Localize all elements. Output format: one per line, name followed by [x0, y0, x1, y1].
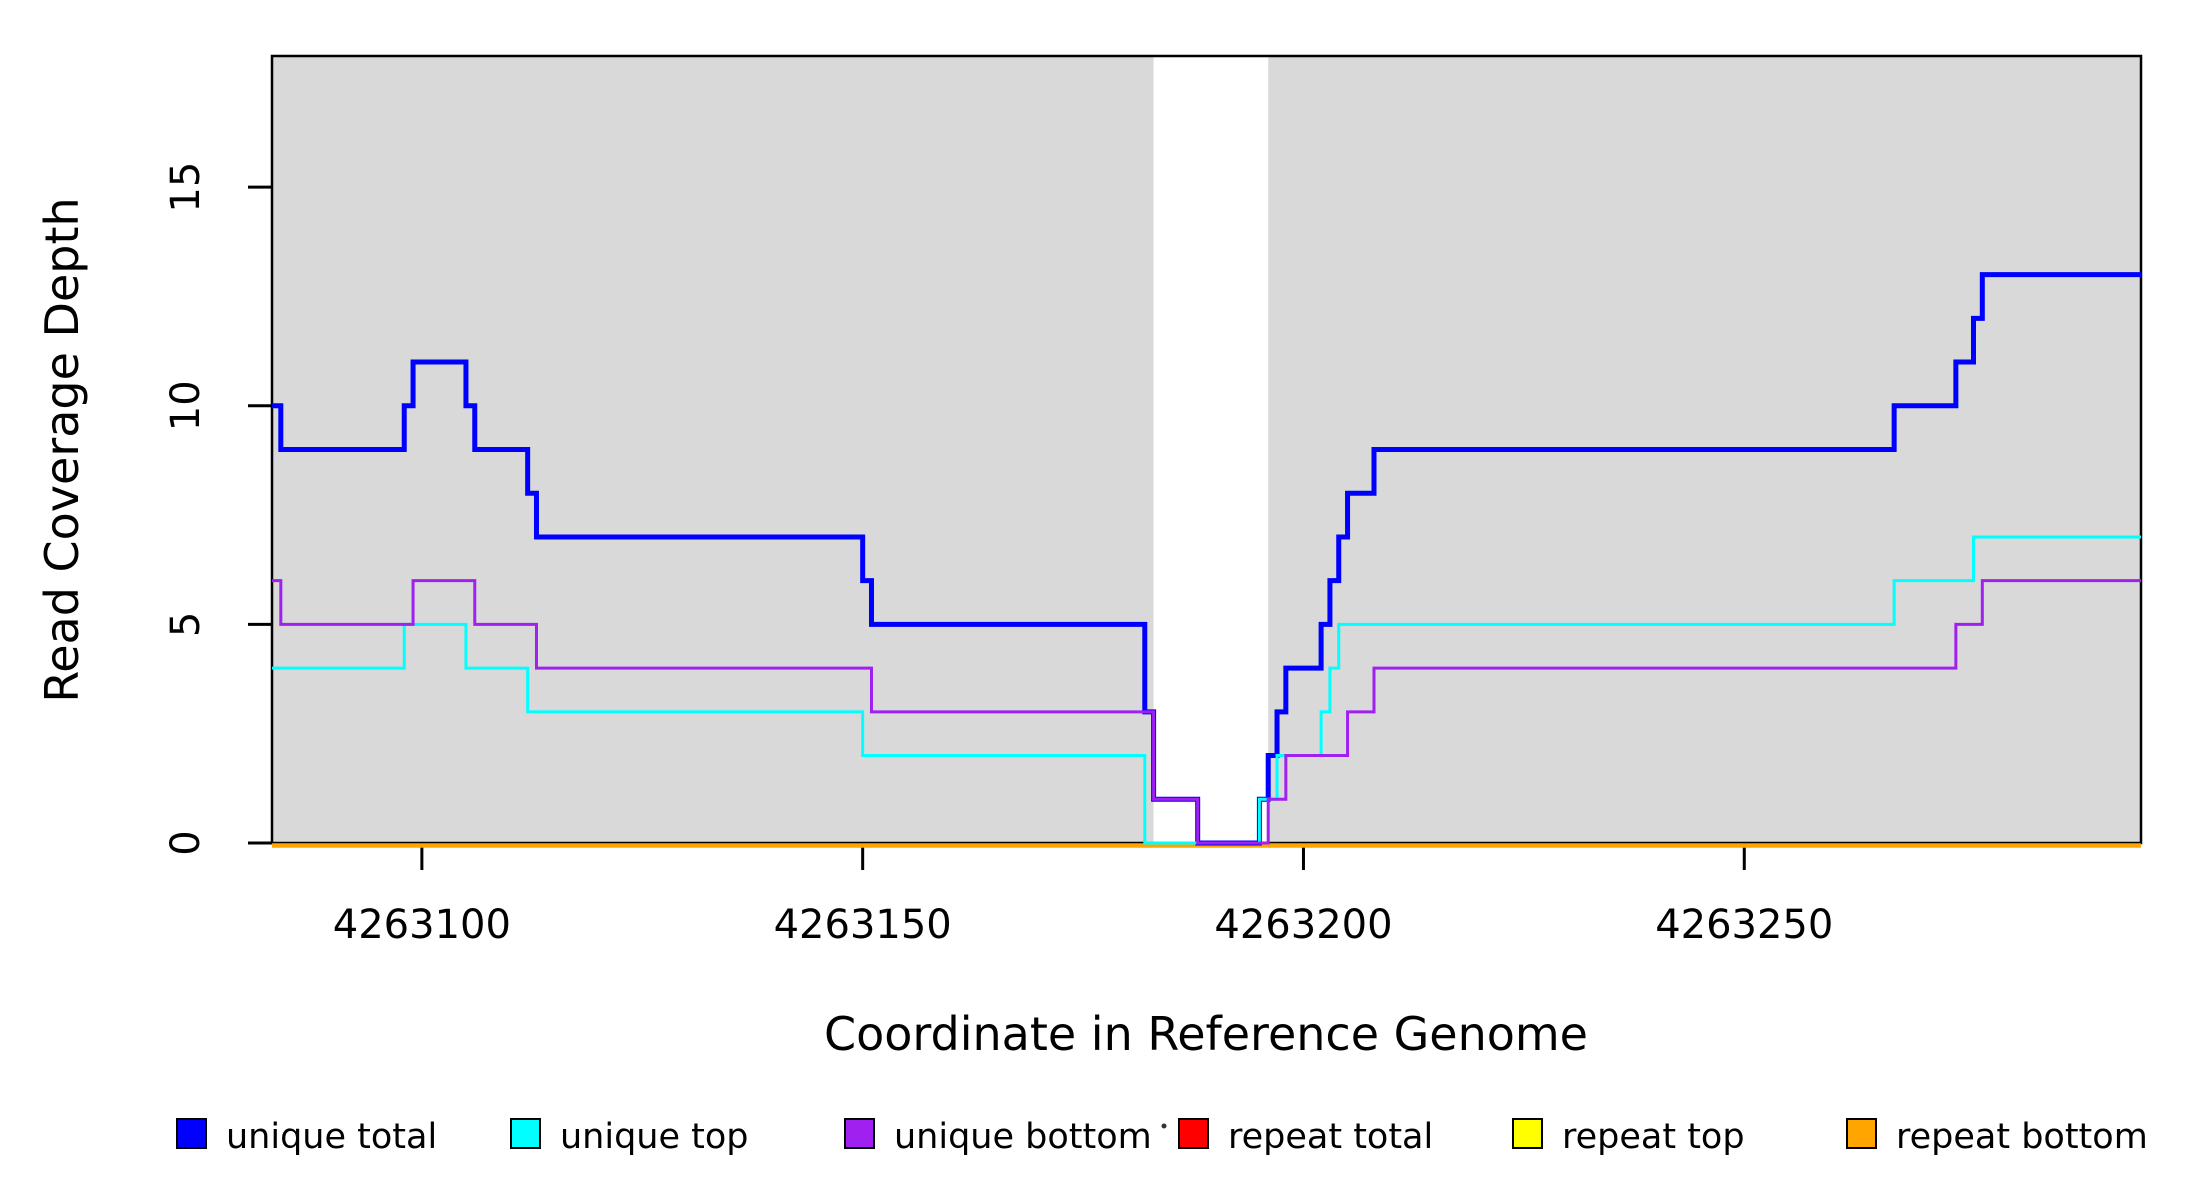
- legend-label: repeat total: [1228, 1117, 1433, 1157]
- series-lines: [272, 272, 2141, 848]
- y-tick-label: 5: [163, 612, 209, 637]
- x-tick-label: 4263150: [774, 902, 952, 948]
- x-tick-label: 4263100: [333, 902, 511, 948]
- legend-swatch-unique-bottom: [844, 1118, 875, 1149]
- legend-swatch-unique-top: [510, 1118, 541, 1149]
- y-tick-label: 15: [163, 162, 209, 213]
- region-gap-white: [1153, 56, 1269, 843]
- legend-label: repeat bottom: [1896, 1117, 2148, 1157]
- legend-item-repeat-total: repeat total: [1178, 1117, 1433, 1157]
- x-axis-title: Coordinate in Reference Genome: [824, 1007, 1588, 1061]
- x-tick-label: 4263200: [1214, 902, 1392, 948]
- y-tick-label: 10: [163, 380, 209, 431]
- legend-item-unique-total: unique total: [176, 1117, 437, 1157]
- legend-swatch-unique-total: [176, 1118, 207, 1149]
- legend-swatch-repeat-top: [1512, 1118, 1543, 1149]
- legend: unique total unique top unique bottom repea…: [176, 1117, 2148, 1157]
- legend-item-repeat-top: repeat top: [1512, 1117, 1745, 1157]
- legend-label: repeat top: [1562, 1117, 1745, 1157]
- legend-item-unique-bottom: unique bottom: [844, 1117, 1152, 1157]
- x-tick-label: 4263250: [1655, 902, 1833, 948]
- legend-swatch-repeat-total: [1178, 1118, 1209, 1149]
- series-unique-bottom: [272, 579, 2141, 845]
- legend-label: unique top: [560, 1117, 749, 1157]
- legend-swatch-repeat-bottom: [1846, 1118, 1877, 1149]
- legend-label: unique total: [226, 1117, 437, 1157]
- legend-label: unique bottom: [894, 1117, 1152, 1157]
- stray-dot: [1161, 1123, 1167, 1129]
- legend-item-repeat-bottom: repeat bottom: [1846, 1117, 2148, 1157]
- legend-item-unique-top: unique top: [510, 1117, 749, 1157]
- y-tick-label: 0: [163, 830, 209, 855]
- y-axis-title: Read Coverage Depth: [35, 197, 89, 702]
